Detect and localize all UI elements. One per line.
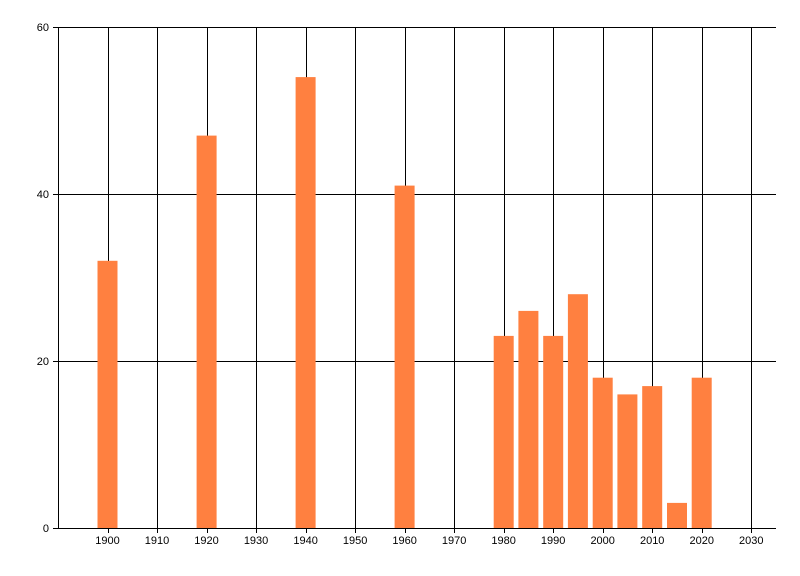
x-tick-label: 1950 — [343, 535, 367, 547]
x-tick-label: 1940 — [293, 535, 317, 547]
bar — [667, 502, 687, 528]
bar — [295, 77, 316, 528]
bar — [691, 377, 712, 528]
x-tick-label: 2030 — [739, 535, 763, 547]
x-tick-label: 1970 — [442, 535, 466, 547]
bar — [196, 135, 217, 528]
tick-labels: 0 20 40 60 1900 1910 1920 1930 1940 1950 1960 1970 1… — [37, 22, 764, 547]
bar — [518, 310, 539, 528]
x-tick-label: 2020 — [689, 535, 713, 547]
y-tick-label: 20 — [37, 356, 49, 368]
bar — [97, 260, 118, 528]
bar — [394, 185, 415, 528]
bar — [617, 394, 638, 528]
bar — [543, 335, 564, 528]
bar — [592, 377, 613, 528]
x-tick-label: 1910 — [145, 535, 169, 547]
x-tick-label: 1960 — [392, 535, 416, 547]
bars — [97, 77, 712, 528]
x-tick-label: 1920 — [194, 535, 218, 547]
bar — [567, 294, 588, 528]
x-tick-label: 1900 — [95, 535, 119, 547]
y-tick-label: 60 — [37, 22, 49, 34]
y-tick-label: 0 — [43, 523, 49, 535]
x-tick-label: 2000 — [590, 535, 614, 547]
x-tick-label: 2010 — [640, 535, 664, 547]
x-tick-label: 1980 — [491, 535, 515, 547]
x-tick-label: 1990 — [541, 535, 565, 547]
gridlines — [58, 27, 776, 533]
x-tick-label: 1930 — [244, 535, 268, 547]
axes — [53, 27, 776, 529]
bar — [493, 335, 514, 528]
y-tick-label: 40 — [37, 189, 49, 201]
bar — [642, 386, 663, 528]
